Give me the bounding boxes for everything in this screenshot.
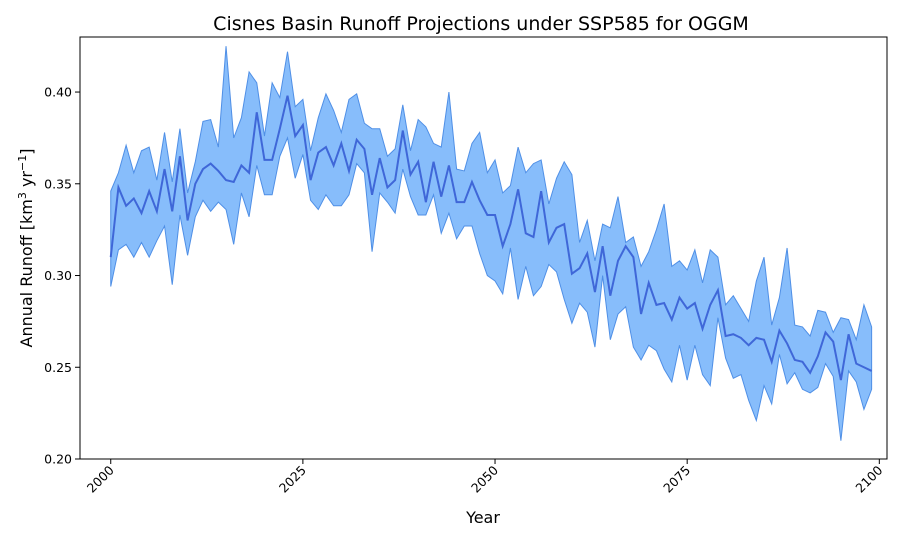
x-tick-label: 2000 (84, 462, 117, 495)
runoff-mean-line (109, 95, 873, 381)
y-axis-label-mid: yr (17, 171, 36, 193)
y-tick-label: 0.30 (44, 268, 72, 283)
y-axis-label-main: Annual Runoff [km (17, 199, 36, 347)
x-tick-label: 2050 (468, 462, 501, 495)
y-axis-label-sup2: −1 (16, 155, 29, 171)
y-tick-label: 0.20 (44, 452, 72, 467)
y-tick-label: 0.35 (44, 176, 72, 191)
x-tick-label: 2075 (660, 463, 693, 496)
x-axis: 2000 2025 2050 2075 2100 (84, 459, 885, 496)
runoff-range-band (110, 46, 873, 441)
y-axis: 0.20 0.25 0.30 0.35 0.40 (44, 85, 80, 467)
x-tick-label: 2100 (852, 462, 885, 495)
y-tick-label: 0.25 (44, 360, 72, 375)
x-axis-label: Year (465, 508, 500, 527)
y-axis-label-sup1: 3 (16, 192, 29, 199)
y-axis-label: Annual Runoff [km3 yr−1] (16, 149, 37, 348)
plot-area (109, 46, 873, 441)
x-tick-label: 2025 (276, 463, 309, 496)
y-axis-label-end: ] (17, 149, 36, 155)
y-tick-label: 0.40 (44, 85, 72, 100)
plot-frame (79, 36, 888, 460)
chart-title: Cisnes Basin Runoff Projections under SS… (213, 13, 749, 35)
